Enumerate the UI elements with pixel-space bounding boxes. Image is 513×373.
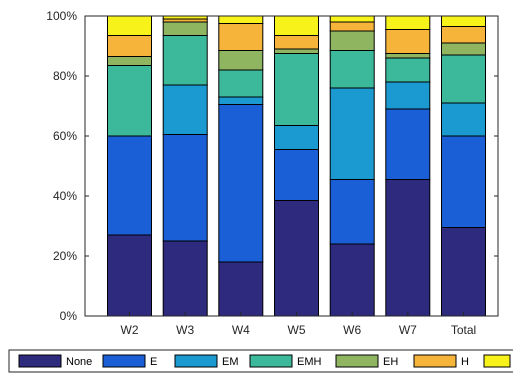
y-tick-label: 0% xyxy=(60,309,78,323)
bar-segment-w3-emh xyxy=(162,35,208,86)
x-tick-label: Total xyxy=(451,323,476,337)
bar-segment-total-e xyxy=(441,135,486,228)
legend-label-e: E xyxy=(150,356,157,368)
y-tick-label: 20% xyxy=(53,249,77,263)
bar-segment-w6-em xyxy=(329,87,375,180)
bar-segment-w2-none xyxy=(107,234,152,317)
bar-segment-total-emh xyxy=(441,54,486,104)
bar-segment-w4-other xyxy=(218,15,264,24)
bar-segment-w6-none xyxy=(329,243,375,317)
bar-segment-w7-h xyxy=(385,29,431,54)
axes-group: 0% 20% 40% 60% 80% 100% W2 W3 W4 W5 W6 W7 Total xyxy=(46,9,499,337)
x-tick-label: W2 xyxy=(121,323,139,337)
bar-segment-w6-emh xyxy=(329,50,375,89)
bar-segment-w7-em xyxy=(385,81,431,110)
legend-swatch-em xyxy=(174,354,218,368)
legend-swatch-none xyxy=(18,354,62,368)
bar-segment-w5-emh xyxy=(274,53,319,126)
bar-segment-w3-em xyxy=(162,84,208,135)
bar-segment-w4-e xyxy=(218,104,264,263)
bar-segment-w6-eh xyxy=(329,30,375,51)
bar-segment-w7-other xyxy=(385,15,431,30)
legend-swatch-eh xyxy=(335,354,379,368)
bar-segment-w6-e xyxy=(329,179,375,245)
x-tick-label: W7 xyxy=(399,323,417,337)
bar-segment-w5-other xyxy=(274,15,319,36)
bar-segment-w6-other xyxy=(329,15,375,23)
bar-segment-w5-h xyxy=(274,35,319,50)
bar-segment-w4-emh xyxy=(218,69,264,98)
bar-segment-w5-em xyxy=(274,125,319,150)
bar-segment-w3-eh xyxy=(162,21,208,36)
legend: NoneEEMEMHEHHOther xyxy=(8,349,513,373)
bar-segment-total-other xyxy=(441,15,486,27)
bar-segment-w2-other xyxy=(107,15,152,36)
legend-label-h: H xyxy=(461,356,469,368)
bar-segment-total-eh xyxy=(441,42,486,56)
bar-segment-w4-eh xyxy=(218,50,264,71)
y-tick-label: 100% xyxy=(46,9,77,23)
bar-segment-w5-eh xyxy=(274,48,319,54)
axes-box xyxy=(84,15,499,317)
bar-segment-w2-emh xyxy=(107,65,152,137)
bar-segment-w7-emh xyxy=(385,57,431,83)
bar-segment-total-none xyxy=(441,227,486,317)
legend-label-none: None xyxy=(66,356,92,368)
bar-segment-w3-none xyxy=(162,240,208,317)
y-tick-label: 60% xyxy=(53,129,77,143)
bar-segment-w5-none xyxy=(274,200,319,317)
bar-segment-w7-none xyxy=(385,179,431,317)
legend-label-eh: EH xyxy=(383,356,398,368)
y-tick-label: 40% xyxy=(53,189,77,203)
x-tick-label: W4 xyxy=(232,323,250,337)
bar-segment-w7-e xyxy=(385,108,431,180)
legend-label-em: EM xyxy=(222,356,239,368)
legend-label-emh: EMH xyxy=(297,356,322,368)
bar-segment-w3-e xyxy=(162,134,208,242)
bar-segment-w6-h xyxy=(329,21,375,32)
bar-segment-w2-eh xyxy=(107,56,152,66)
bars-group xyxy=(107,15,486,317)
bar-segment-w7-eh xyxy=(385,53,431,59)
bar-segment-w2-e xyxy=(107,135,152,236)
bar-segment-total-em xyxy=(441,102,486,137)
legend-swatch-emh xyxy=(249,354,293,368)
legend-swatch-h xyxy=(413,354,457,368)
bar-segment-w2-h xyxy=(107,35,152,57)
bar-segment-w4-em xyxy=(218,96,264,105)
bar-segment-w5-e xyxy=(274,149,319,201)
bar-segment-total-h xyxy=(441,26,486,44)
bar-segment-w4-none xyxy=(218,261,264,317)
legend-swatch-e xyxy=(102,354,146,368)
y-tick-label: 80% xyxy=(53,69,77,83)
bar-segment-w4-h xyxy=(218,23,264,51)
x-tick-label: W5 xyxy=(288,323,306,337)
legend-swatch-other xyxy=(483,354,511,368)
x-tick-label: W3 xyxy=(176,323,194,337)
x-tick-label: W6 xyxy=(343,323,361,337)
